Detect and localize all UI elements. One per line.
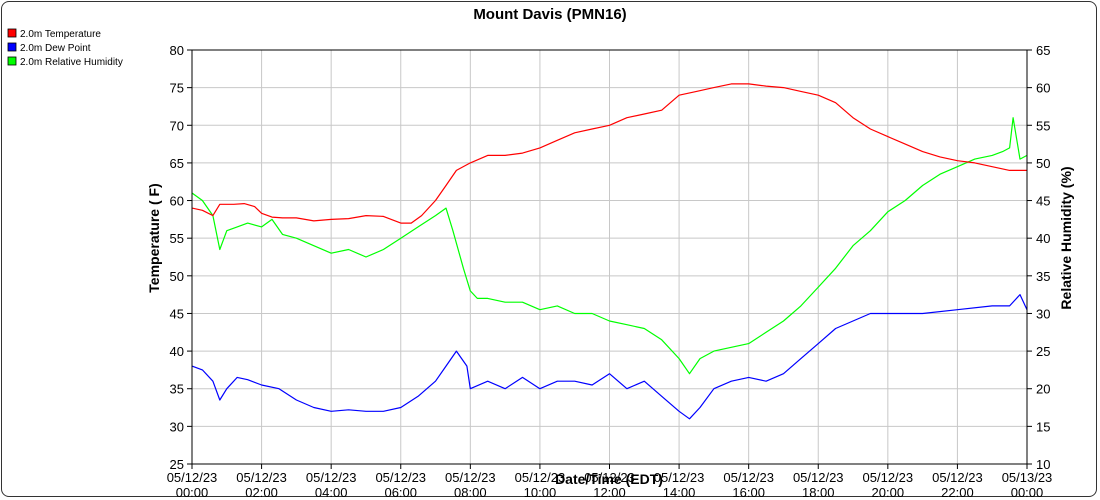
x-tick-label-date: 05/12/23 [445,470,496,485]
y-right-tick-label: 40 [1036,231,1050,246]
series-line-2-0m-temperature [191,83,1027,224]
y-right-tick-label: 55 [1036,118,1050,133]
x-tick-label-time: 06:00 [384,485,417,500]
x-tick-label-date: 05/12/23 [306,470,357,485]
x-tick-label-time: 16:00 [732,485,765,500]
chart-series [191,83,1028,420]
x-tick-label-date: 05/12/23 [515,470,566,485]
legend-swatch [7,42,17,52]
legend-label: 2.0m Relative Humidity [20,57,123,68]
y-right-tick-label: 45 [1036,194,1050,209]
y-left-tick-label: 50 [170,269,184,284]
x-tick-label-date: 05/12/23 [584,470,635,485]
y-right-tick-label: 15 [1036,419,1050,434]
y-right-tick-label: 20 [1036,382,1050,397]
y-left-tick-label: 35 [170,382,184,397]
x-tick-label-date: 05/12/23 [167,470,218,485]
y-right-tick-label: 25 [1036,344,1050,359]
y-left-tick-label: 30 [170,419,184,434]
x-tick-label-time: 18:00 [802,485,835,500]
x-tick-label-date: 05/13/23 [1002,470,1053,485]
chart-legend: 2.0m Temperature 2.0m Dew Point 2.0m Relat… [7,28,123,68]
x-tick-label-time: 10:00 [524,485,557,500]
x-tick-label-time: 00:00 [1011,485,1044,500]
chart-title: Mount Davis (PMN16) [473,6,626,23]
x-tick-label-time: 04:00 [315,485,348,500]
x-tick-label-time: 00:00 [176,485,209,500]
y-axis-left-label: Temperature ( F) [146,183,162,292]
x-tick-label-date: 05/12/23 [863,470,914,485]
x-tick-label-time: 08:00 [454,485,487,500]
y-right-tick-label: 60 [1036,81,1050,96]
y-left-axis-ticks: 25 30 35 40 45 50 55 60 65 70 75 80 [170,43,192,472]
y-left-tick-label: 60 [170,194,184,209]
y-right-tick-label: 35 [1036,269,1050,284]
x-tick-label-date: 05/12/23 [723,470,774,485]
y-left-tick-label: 75 [170,81,184,96]
y-left-tick-label: 40 [170,344,184,359]
x-tick-label-date: 05/12/23 [654,470,705,485]
y-right-tick-label: 30 [1036,306,1050,321]
y-left-tick-label: 55 [170,231,184,246]
legend-label: 2.0m Dew Point [20,43,91,54]
x-axis-ticks: 05/12/2300:0005/12/2302:0005/12/2304:000… [167,464,1053,500]
x-tick-label-time: 12:00 [593,485,626,500]
x-tick-label-time: 02:00 [245,485,278,500]
series-line-2-0m-relative-humidity [191,117,1028,375]
series-line-2-0m-dew-point [191,294,1028,420]
y-right-tick-label: 50 [1036,156,1050,171]
x-tick-label-time: 20:00 [872,485,905,500]
x-tick-label-date: 05/12/23 [932,470,983,485]
y-right-tick-label: 10 [1036,457,1050,472]
x-tick-label-date: 05/12/23 [793,470,844,485]
x-axis-label: Date/Time (EDT) [555,471,663,487]
y-left-tick-label: 25 [170,457,184,472]
y-left-tick-label: 70 [170,118,184,133]
y-left-tick-label: 80 [170,43,184,58]
legend-swatch [7,56,17,66]
y-right-axis-ticks: 10 15 20 25 30 35 40 45 50 55 60 65 [1027,43,1050,472]
legend-label: 2.0m Temperature [20,29,101,40]
x-tick-label-date: 05/12/23 [236,470,287,485]
legend-swatch [7,28,17,38]
chart-grid [191,49,1028,465]
y-right-tick-label: 65 [1036,43,1050,58]
y-left-tick-label: 45 [170,306,184,321]
x-tick-label-time: 14:00 [663,485,696,500]
x-tick-label-date: 05/12/23 [375,470,426,485]
x-tick-label-time: 22:00 [941,485,974,500]
y-left-tick-label: 65 [170,156,184,171]
y-axis-right-label: Relative Humidity (%) [1058,166,1074,309]
